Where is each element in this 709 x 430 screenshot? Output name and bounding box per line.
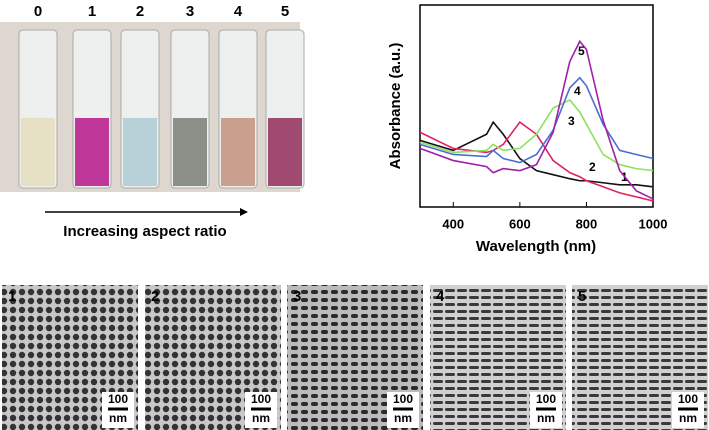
vial-label: 0	[34, 3, 42, 20]
vial-label: 1	[88, 3, 96, 20]
tem-panel: 1 100 nm	[2, 285, 138, 430]
vial-label: 4	[234, 3, 243, 20]
panel-label: 3	[293, 288, 301, 305]
curve-label: 4	[574, 84, 581, 98]
vial-liquid	[75, 118, 109, 186]
scale-value: 100	[536, 392, 556, 406]
x-tick-label: 1000	[639, 216, 668, 231]
panel-label: 5	[578, 288, 586, 305]
vial-liquid	[173, 118, 207, 186]
curve-label: 2	[589, 160, 596, 174]
panel-label: 4	[436, 288, 445, 305]
vial-label: 3	[186, 3, 194, 20]
panel-label: 1	[8, 288, 16, 305]
spectrum-line	[419, 98, 654, 172]
y-axis-label: Absorbance (a.u.)	[387, 43, 404, 170]
scale-unit: nm	[252, 411, 270, 425]
panel-label: 2	[151, 288, 159, 305]
tem-panel: 3 100 nm	[287, 285, 423, 430]
vial-caption: Increasing aspect ratio	[63, 223, 226, 240]
tem-panel: 4 100 nm	[430, 285, 566, 430]
vial-liquid	[123, 118, 157, 186]
curve-label: 3	[568, 114, 575, 128]
vial-label: 5	[281, 3, 289, 20]
vial-liquid	[21, 118, 55, 186]
scale-unit: nm	[394, 411, 412, 425]
vial-label: 2	[136, 3, 144, 20]
arrow-head	[240, 208, 248, 216]
scale-unit: nm	[537, 411, 555, 425]
scale-value: 100	[393, 392, 413, 406]
scale-unit: nm	[679, 411, 697, 425]
scale-unit: nm	[109, 411, 127, 425]
scale-value: 100	[108, 392, 128, 406]
scale-value: 100	[251, 392, 271, 406]
x-axis-label: Wavelength (nm)	[476, 238, 596, 255]
x-tick-label: 800	[576, 216, 598, 231]
curve-label: 5	[578, 44, 585, 58]
scale-value: 100	[678, 392, 698, 406]
spectrum-line	[419, 39, 654, 200]
spectrum-line	[419, 121, 654, 202]
vial-liquid	[268, 118, 302, 186]
plot-frame	[419, 4, 654, 208]
x-tick-label: 600	[509, 216, 531, 231]
spectrum-line	[419, 120, 654, 188]
x-tick-label: 400	[442, 216, 464, 231]
tem-panel: 2 100 nm	[145, 285, 281, 430]
tem-panel: 5 100 nm	[572, 285, 708, 430]
vial-liquid	[221, 118, 255, 186]
